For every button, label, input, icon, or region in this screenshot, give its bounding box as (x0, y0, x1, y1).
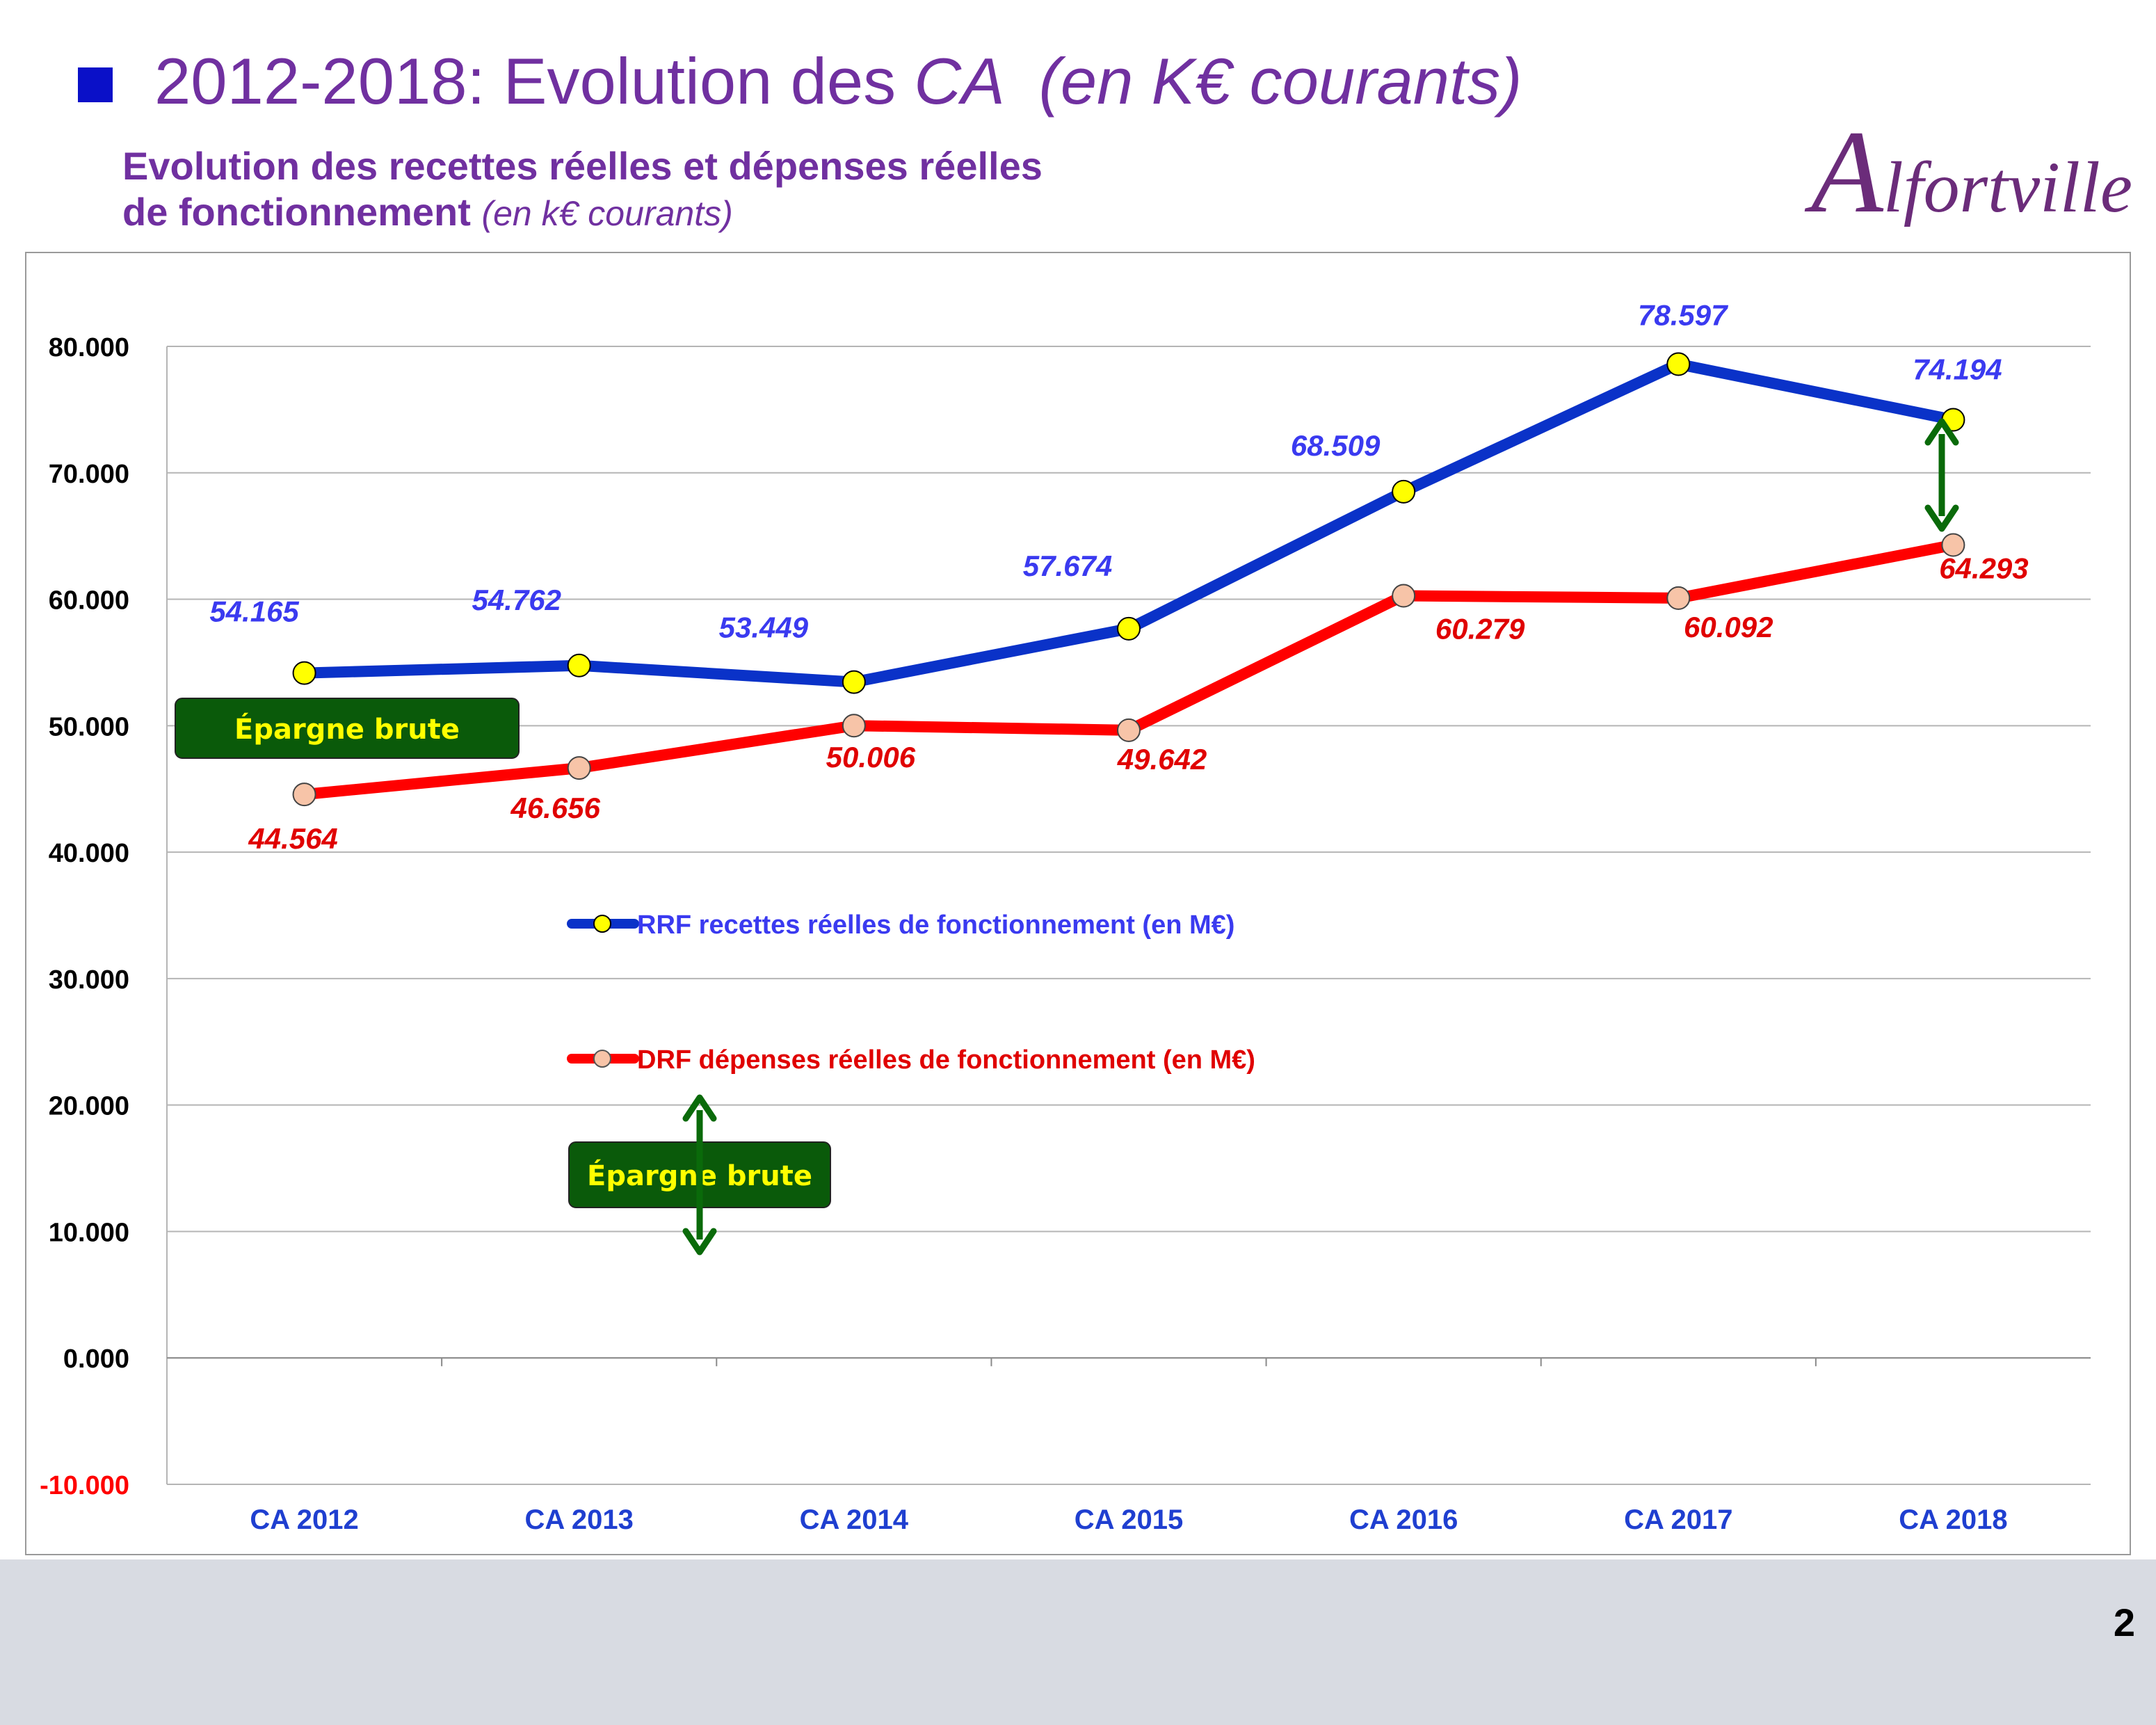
subtitle-line-2: de fonctionnement (en k€ courants) (122, 190, 733, 234)
y-tick-label: 70.000 (49, 460, 129, 489)
x-tick-label: CA 2016 (1349, 1505, 1458, 1535)
legend-drf-label: DRF dépenses réelles de fonctionnement (… (637, 1045, 1255, 1075)
rrf-data-label: 74.194 (1913, 353, 2002, 386)
drf-data-label: 49.642 (1117, 743, 1207, 776)
page-number: 2 (2113, 1600, 2135, 1644)
epargne-brute-box-1 (175, 698, 520, 759)
legend-rrf-marker (593, 915, 611, 933)
drf-data-label: 60.279 (1435, 612, 1525, 645)
line-chart: 80.000 70.000 60.000 50.000 40.000 30.000 20.0… (40, 299, 2091, 1535)
drf-data-label: 60.092 (1684, 611, 1773, 643)
drf-point (567, 756, 591, 780)
rrf-point (292, 661, 316, 685)
x-tick-label: CA 2013 (525, 1505, 634, 1535)
rrf-data-label: 53.449 (719, 611, 809, 644)
x-axis-ticks: CA 2012 CA 2013 CA 2014 CA 2015 CA 2016 CA 20… (250, 1358, 2008, 1535)
subtitle-line-1: Evolution des recettes réelles et dépens… (122, 144, 1043, 188)
legend-rrf-label: RRF recettes réelles de fonctionnement (… (637, 910, 1234, 940)
drf-point (1392, 584, 1416, 608)
double-arrow-icon-2 (682, 1094, 717, 1255)
footer-band (0, 1559, 2156, 1725)
arrow-head-up (682, 1094, 717, 1122)
arrow-head-down (1924, 504, 1959, 532)
legend: RRF recettes réelles de fonctionnement (… (567, 910, 1255, 1075)
x-tick-label: CA 2015 (1075, 1505, 1183, 1535)
y-tick-label: 20.000 (49, 1092, 129, 1121)
arrow-head-up (1924, 418, 1959, 446)
x-tick-label: CA 2018 (1899, 1505, 2007, 1535)
y-tick-label: 50.000 (49, 712, 129, 741)
y-tick-label: 60.000 (49, 586, 129, 616)
x-tick-label: CA 2017 (1624, 1505, 1732, 1535)
data-labels: 54.165 54.762 53.449 57.674 68.509 78.597 74.1… (209, 299, 2028, 856)
y-tick-label: -10.000 (40, 1471, 129, 1500)
alfortville-logo: Alfortville (1810, 106, 2132, 237)
page-title: 2012-2018: Evolution des CA (en K€ coura… (154, 45, 1522, 118)
chart-frame (25, 252, 2131, 1555)
title-row: 2012-2018: Evolution des CA (en K€ coura… (78, 49, 1522, 114)
rrf-data-label: 78.597 (1638, 299, 1728, 332)
rrf-data-label: 68.509 (1291, 429, 1381, 462)
drf-data-label: 50.006 (826, 741, 916, 773)
y-axis-ticks: 80.000 70.000 60.000 50.000 40.000 30.000 20.0… (40, 333, 129, 1500)
rrf-point (1117, 616, 1141, 641)
series-markers (292, 352, 1965, 807)
rrf-data-label: 54.165 (209, 595, 299, 628)
drf-data-label: 64.293 (1939, 552, 2028, 585)
epargne-brute-label-1: Épargne brute (234, 712, 460, 746)
drf-point (1941, 533, 1965, 557)
double-arrow-icon-1 (1924, 418, 1959, 532)
rrf-data-label: 54.762 (472, 584, 561, 616)
y-tick-label: 80.000 (49, 333, 129, 362)
rrf-point (1392, 479, 1416, 504)
rrf-point (842, 670, 866, 694)
x-tick-label: CA 2012 (250, 1505, 358, 1535)
rrf-point (1666, 352, 1691, 376)
drf-point (1117, 718, 1141, 742)
rrf-data-label: 57.674 (1023, 549, 1112, 582)
drf-point (842, 714, 866, 738)
drf-point (1666, 586, 1691, 610)
x-tick-label: CA 2014 (800, 1505, 909, 1535)
drf-data-label: 46.656 (510, 792, 600, 824)
y-tick-label: 10.000 (49, 1218, 129, 1247)
annotations: Épargne brute Épargne brute (175, 418, 1959, 1255)
y-tick-label: 40.000 (49, 839, 129, 868)
rrf-point (567, 653, 591, 677)
y-tick-label: 30.000 (49, 965, 129, 995)
y-tick-label: 0.000 (63, 1345, 129, 1374)
arrow-head-down (682, 1228, 717, 1255)
chart-subtitle: Evolution des recettes réelles et dépens… (122, 143, 1043, 236)
legend-drf-marker (593, 1050, 611, 1068)
drf-point (292, 783, 316, 807)
drf-data-label: 44.564 (248, 822, 337, 855)
square-bullet-icon (78, 67, 113, 102)
